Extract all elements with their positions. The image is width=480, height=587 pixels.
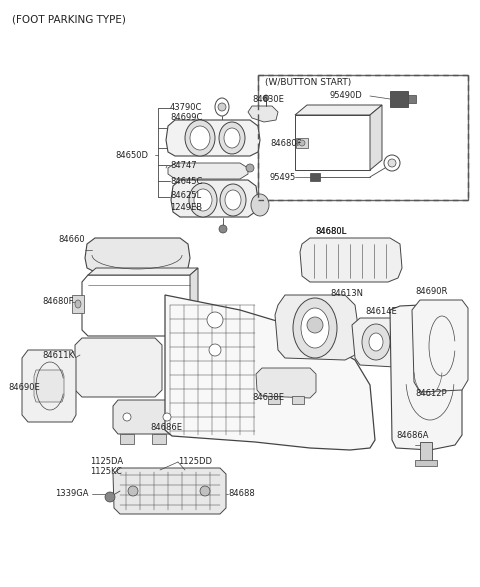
Text: 84614E: 84614E bbox=[365, 308, 397, 316]
Polygon shape bbox=[190, 268, 198, 330]
Text: 84680L: 84680L bbox=[315, 228, 346, 237]
Ellipse shape bbox=[301, 308, 329, 348]
Bar bbox=[152, 434, 166, 444]
Ellipse shape bbox=[189, 183, 217, 217]
Ellipse shape bbox=[369, 333, 383, 351]
Bar bbox=[390, 91, 408, 107]
Polygon shape bbox=[82, 275, 196, 336]
Ellipse shape bbox=[75, 300, 81, 308]
Text: 84680F: 84680F bbox=[42, 298, 73, 306]
Ellipse shape bbox=[209, 344, 221, 356]
Polygon shape bbox=[85, 238, 190, 272]
Polygon shape bbox=[295, 115, 370, 170]
Text: 84747: 84747 bbox=[170, 161, 197, 170]
Ellipse shape bbox=[219, 225, 227, 233]
Polygon shape bbox=[113, 468, 226, 514]
Polygon shape bbox=[75, 338, 162, 397]
Ellipse shape bbox=[251, 194, 269, 216]
Ellipse shape bbox=[219, 122, 245, 154]
Text: 84625L: 84625L bbox=[170, 191, 201, 200]
Polygon shape bbox=[22, 350, 76, 422]
Polygon shape bbox=[256, 368, 316, 398]
Polygon shape bbox=[295, 105, 382, 115]
Ellipse shape bbox=[185, 120, 215, 156]
Text: 84630E: 84630E bbox=[252, 95, 284, 103]
Text: 84688: 84688 bbox=[228, 490, 255, 498]
Polygon shape bbox=[300, 238, 402, 282]
Bar bbox=[310, 173, 320, 181]
Ellipse shape bbox=[123, 413, 131, 421]
Text: 84690R: 84690R bbox=[415, 288, 447, 296]
Polygon shape bbox=[88, 268, 198, 275]
Polygon shape bbox=[352, 318, 400, 367]
Ellipse shape bbox=[225, 190, 241, 210]
Bar bbox=[420, 442, 432, 462]
Bar bbox=[268, 396, 280, 404]
Polygon shape bbox=[370, 105, 382, 170]
Text: 84660: 84660 bbox=[58, 235, 84, 245]
Text: (FOOT PARKING TYPE): (FOOT PARKING TYPE) bbox=[12, 14, 126, 24]
Ellipse shape bbox=[190, 126, 210, 150]
Polygon shape bbox=[166, 120, 260, 156]
Polygon shape bbox=[171, 180, 258, 217]
Text: 84613N: 84613N bbox=[330, 289, 363, 299]
Text: 84650D: 84650D bbox=[115, 150, 148, 160]
Bar bbox=[72, 295, 84, 313]
Ellipse shape bbox=[388, 159, 396, 167]
Polygon shape bbox=[113, 400, 180, 434]
Polygon shape bbox=[168, 163, 248, 179]
Text: (W/BUTTON START): (W/BUTTON START) bbox=[265, 77, 351, 86]
Polygon shape bbox=[34, 370, 64, 402]
Text: 95495: 95495 bbox=[270, 173, 296, 181]
Text: 84638E: 84638E bbox=[252, 393, 284, 403]
Ellipse shape bbox=[384, 155, 400, 171]
Ellipse shape bbox=[200, 486, 210, 496]
Text: 84680L: 84680L bbox=[315, 227, 346, 235]
Text: 84645C: 84645C bbox=[170, 177, 203, 187]
Text: 1249EB: 1249EB bbox=[170, 204, 202, 212]
Ellipse shape bbox=[194, 189, 212, 211]
Text: 1339GA: 1339GA bbox=[55, 490, 88, 498]
Text: 1125DA: 1125DA bbox=[90, 457, 123, 467]
Bar bbox=[120, 434, 134, 444]
Ellipse shape bbox=[207, 312, 223, 328]
Text: 43790C: 43790C bbox=[170, 103, 203, 113]
Ellipse shape bbox=[263, 95, 269, 101]
Polygon shape bbox=[390, 305, 462, 450]
Text: 84690E: 84690E bbox=[8, 383, 40, 393]
Text: 84699C: 84699C bbox=[170, 113, 203, 123]
Bar bbox=[415, 460, 437, 466]
Ellipse shape bbox=[293, 298, 337, 358]
Polygon shape bbox=[248, 106, 278, 122]
Ellipse shape bbox=[307, 317, 323, 333]
Ellipse shape bbox=[163, 413, 171, 421]
Ellipse shape bbox=[362, 324, 390, 360]
Ellipse shape bbox=[224, 128, 240, 148]
Ellipse shape bbox=[246, 164, 254, 172]
Polygon shape bbox=[165, 295, 375, 450]
Ellipse shape bbox=[220, 184, 246, 216]
Ellipse shape bbox=[218, 103, 226, 111]
Bar bbox=[296, 138, 308, 148]
Ellipse shape bbox=[299, 140, 305, 146]
Text: 95490D: 95490D bbox=[330, 92, 363, 100]
Text: 84686E: 84686E bbox=[150, 423, 182, 433]
Bar bbox=[258, 75, 468, 200]
Text: 1125DD: 1125DD bbox=[178, 457, 212, 467]
Text: 84612P: 84612P bbox=[415, 390, 446, 399]
Text: 1125KC: 1125KC bbox=[90, 467, 122, 477]
Text: 84686A: 84686A bbox=[396, 430, 429, 440]
Ellipse shape bbox=[128, 486, 138, 496]
Ellipse shape bbox=[215, 98, 229, 116]
Bar bbox=[408, 95, 416, 103]
Bar bbox=[292, 396, 304, 404]
Polygon shape bbox=[412, 300, 468, 392]
Polygon shape bbox=[275, 295, 360, 360]
Ellipse shape bbox=[105, 492, 115, 502]
Text: 84611K: 84611K bbox=[42, 350, 74, 359]
Text: 84680F: 84680F bbox=[270, 139, 301, 147]
